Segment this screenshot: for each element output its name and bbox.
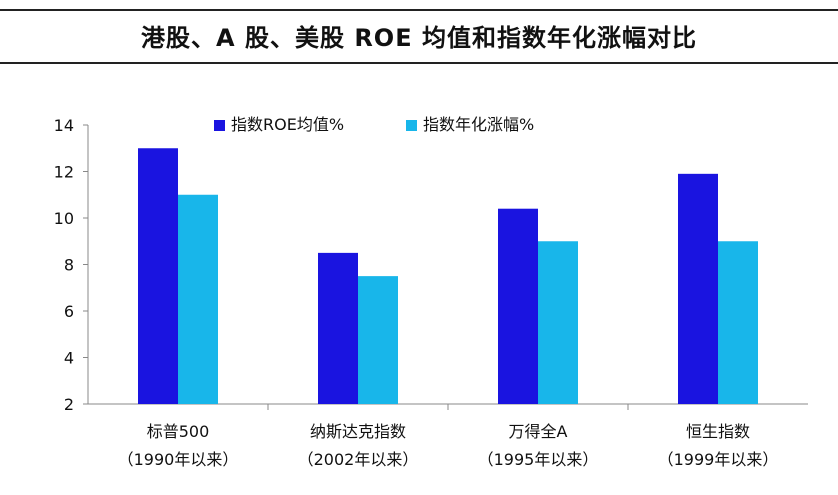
y-tick-label: 8 xyxy=(64,256,74,275)
y-tick-label: 2 xyxy=(64,395,74,414)
title-rule-top xyxy=(0,9,838,11)
title-rule-bottom xyxy=(0,62,838,64)
bar-roe xyxy=(498,208,538,404)
category-period-label: （1999年以来） xyxy=(658,450,779,469)
category-period-label: （1990年以来） xyxy=(118,450,239,469)
bar-roe xyxy=(318,252,358,404)
y-tick-label: 14 xyxy=(54,116,74,135)
category-label: 纳斯达克指数 xyxy=(310,422,406,441)
legend-label: 指数年化涨幅% xyxy=(423,115,534,134)
bar-return xyxy=(358,276,398,404)
category-label: 恒生指数 xyxy=(686,422,750,441)
bar-return xyxy=(538,241,578,404)
category-label: 万得全A xyxy=(509,422,568,441)
legend-swatch xyxy=(214,120,225,131)
bar-roe xyxy=(138,148,178,404)
category-period-label: （1995年以来） xyxy=(478,450,599,469)
legend-swatch xyxy=(406,120,417,131)
bar-return xyxy=(718,241,758,404)
y-tick-label: 12 xyxy=(54,163,74,182)
y-tick-label: 10 xyxy=(54,209,74,228)
category-label: 标普500 xyxy=(147,422,210,441)
legend-label: 指数ROE均值% xyxy=(231,115,344,134)
bar-roe xyxy=(678,173,718,404)
y-tick-label: 4 xyxy=(64,349,74,368)
category-period-label: （2002年以来） xyxy=(298,450,419,469)
y-tick-label: 6 xyxy=(64,302,74,321)
chart-title: 港股、A 股、美股 ROE 均值和指数年化涨幅对比 xyxy=(141,24,697,52)
bar-return xyxy=(178,194,218,404)
title-bar: 港股、A 股、美股 ROE 均值和指数年化涨幅对比 xyxy=(0,0,838,68)
